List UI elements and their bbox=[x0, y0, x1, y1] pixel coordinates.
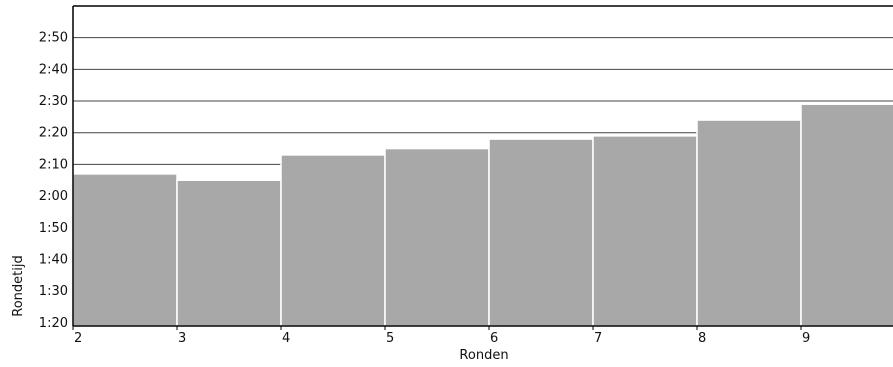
x-tick-labels: 2 3 4 5 6 7 8 9 bbox=[72, 326, 810, 346]
y-tick-label: 1:50 bbox=[39, 221, 68, 236]
axes bbox=[72, 5, 893, 327]
bars bbox=[72, 103, 893, 327]
y-tick-label: 2:20 bbox=[39, 126, 68, 141]
y-tick-label: 2:50 bbox=[39, 31, 68, 46]
y-tick-label: 2:40 bbox=[39, 62, 68, 77]
bar-lap-8 bbox=[696, 119, 802, 327]
bar-lap-2 bbox=[72, 173, 178, 327]
x-tick-label: 2 bbox=[74, 331, 82, 346]
x-tick-label: 3 bbox=[178, 331, 186, 346]
y-tick-label: 2:10 bbox=[39, 157, 68, 172]
y-tick-labels: 1:20 1:30 1:40 1:50 2:00 2:10 2:20 2:30 2:40 2:50 bbox=[39, 31, 68, 331]
bar-lap-7 bbox=[592, 135, 698, 327]
y-tick-label: 1:30 bbox=[39, 284, 68, 299]
x-tick-label: 8 bbox=[698, 331, 706, 346]
x-tick-label: 4 bbox=[282, 331, 290, 346]
x-tick-label: 7 bbox=[594, 331, 602, 346]
y-tick-label: 1:20 bbox=[39, 316, 68, 331]
x-axis-title: Ronden bbox=[459, 348, 508, 363]
bar-lap-3 bbox=[176, 179, 282, 327]
x-tick-label: 6 bbox=[490, 331, 498, 346]
bar-lap-4 bbox=[280, 154, 386, 327]
y-tick-label: 2:30 bbox=[39, 94, 68, 109]
y-axis-title: Rondetijd bbox=[11, 255, 26, 316]
bar-lap-9 bbox=[800, 103, 893, 327]
bar-lap-6 bbox=[488, 138, 594, 327]
x-tick-label: 5 bbox=[386, 331, 394, 346]
y-tick-label: 2:00 bbox=[39, 189, 68, 204]
bar-lap-5 bbox=[384, 147, 490, 327]
x-tick-label: 9 bbox=[802, 331, 810, 346]
y-tick-label: 1:40 bbox=[39, 252, 68, 267]
